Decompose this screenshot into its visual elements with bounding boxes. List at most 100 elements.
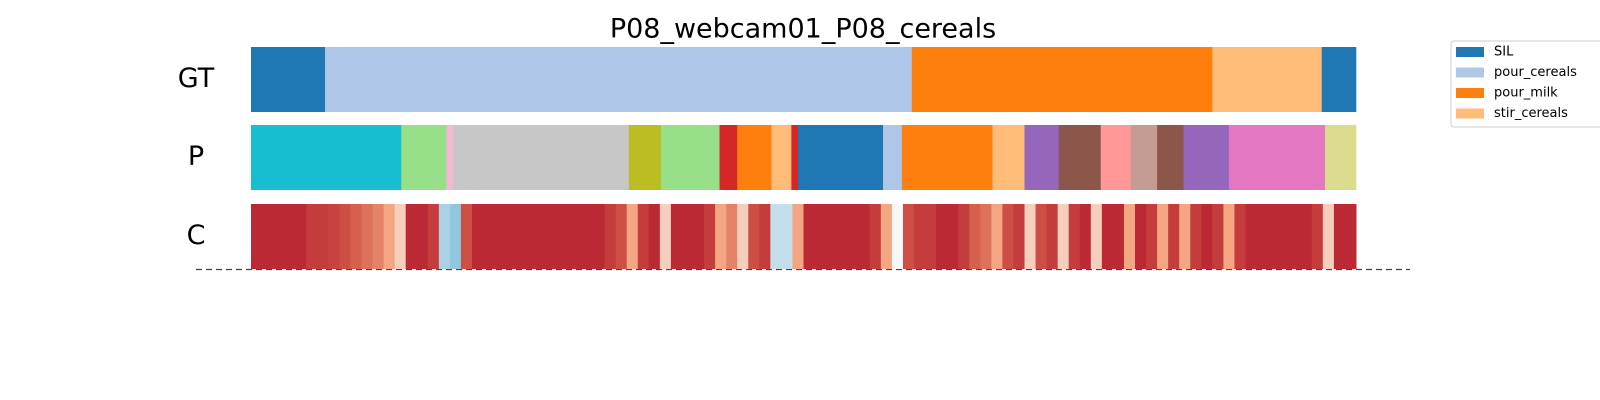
confidence-cell xyxy=(836,204,849,269)
confidence-cell xyxy=(936,204,948,269)
confidence-cell xyxy=(648,204,661,269)
confidence-cell xyxy=(814,204,827,269)
confidence-cell xyxy=(1035,204,1048,269)
confidence-cell xyxy=(1101,204,1114,269)
segment xyxy=(791,125,799,190)
segment xyxy=(325,47,913,112)
legend-swatch xyxy=(1456,47,1484,57)
segment xyxy=(251,125,402,190)
confidence-cell xyxy=(339,204,351,269)
confidence-cell xyxy=(494,204,506,269)
confidence-cell xyxy=(295,204,307,269)
confidence-cell xyxy=(1179,204,1191,269)
confidence-cell xyxy=(1256,204,1269,269)
confidence-cell xyxy=(1344,204,1357,269)
legend-label: SIL xyxy=(1494,45,1514,60)
confidence-cell xyxy=(505,204,517,269)
segment xyxy=(992,125,1025,190)
segment xyxy=(251,47,326,112)
segment xyxy=(1228,125,1326,190)
segment xyxy=(883,125,903,190)
confidence-cell xyxy=(969,204,981,269)
confidence-cell xyxy=(582,204,595,269)
row-label: C xyxy=(187,220,206,251)
confidence-cell xyxy=(615,204,628,269)
confidence-cell xyxy=(991,204,1003,269)
confidence-cell xyxy=(1333,204,1346,269)
segment xyxy=(771,125,792,190)
segment xyxy=(719,125,738,190)
confidence-cell xyxy=(891,204,904,269)
segment xyxy=(1100,125,1131,190)
legend-box xyxy=(1450,40,1600,128)
segment xyxy=(1183,125,1230,190)
confidence-cell xyxy=(626,204,639,269)
confidence-cell xyxy=(670,204,683,269)
confidence-cell xyxy=(527,204,539,269)
legend-swatch xyxy=(1456,88,1484,98)
confidence-cell xyxy=(914,204,926,269)
confidence-cell xyxy=(1234,204,1246,269)
confidence-cell xyxy=(1322,204,1335,269)
confidence-cell xyxy=(361,204,374,269)
confidence-cell xyxy=(715,204,727,269)
confidence-cell xyxy=(1168,204,1180,269)
segment xyxy=(1024,125,1060,190)
confidence-cell xyxy=(726,204,738,269)
confidence-cell xyxy=(1157,204,1169,269)
confidence-cell xyxy=(273,204,285,269)
confidence-cell xyxy=(449,204,462,269)
confidence-cell xyxy=(1300,204,1313,269)
confidence-cell xyxy=(516,204,528,269)
confidence-cell xyxy=(748,204,760,269)
confidence-cell xyxy=(880,204,893,269)
confidence-cell xyxy=(869,204,882,269)
legend-label: pour_milk xyxy=(1494,86,1558,101)
confidence-cell xyxy=(825,204,838,269)
confidence-cell xyxy=(427,204,440,269)
confidence-cell xyxy=(1013,204,1025,269)
confidence-cell xyxy=(958,204,970,269)
confidence-cell xyxy=(394,204,407,269)
confidence-cell xyxy=(858,204,871,269)
confidence-cell xyxy=(405,204,418,269)
confidence-cell xyxy=(593,204,606,269)
confidence-cell xyxy=(902,204,915,269)
confidence-cell xyxy=(1212,204,1224,269)
confidence-cell xyxy=(980,204,992,269)
confidence-cell xyxy=(460,204,473,269)
confidence-cell xyxy=(1146,204,1158,269)
confidence-cell xyxy=(1002,204,1014,269)
confidence-cell xyxy=(306,204,318,269)
confidence-cell xyxy=(1289,204,1302,269)
confidence-cell xyxy=(1057,204,1070,269)
confidence-cell xyxy=(1090,204,1103,269)
confidence-cell xyxy=(1046,204,1059,269)
segment xyxy=(660,125,720,190)
segment xyxy=(1130,125,1158,190)
confidence-cell xyxy=(781,204,793,269)
segment xyxy=(1058,125,1102,190)
confidence-cell xyxy=(483,204,495,269)
confidence-cell xyxy=(803,204,816,269)
confidence-cell xyxy=(251,204,263,269)
confidence-cell xyxy=(737,204,749,269)
row-label: GT xyxy=(178,63,215,94)
segment xyxy=(1157,125,1184,190)
confidence-cell xyxy=(792,204,804,269)
segment xyxy=(1321,47,1357,112)
confidence-cell xyxy=(704,204,716,269)
confidence-cell xyxy=(1135,204,1147,269)
legend-swatch xyxy=(1456,108,1484,119)
segment xyxy=(901,125,993,190)
confidence-cell xyxy=(1201,204,1213,269)
confidence-cell xyxy=(1112,204,1125,269)
confidence-cell xyxy=(693,204,705,269)
row-label: P xyxy=(188,141,204,172)
segment xyxy=(453,125,630,190)
confidence-cell xyxy=(1079,204,1092,269)
segment xyxy=(446,125,454,190)
confidence-cell xyxy=(947,204,959,269)
confidence-cell xyxy=(637,204,650,269)
